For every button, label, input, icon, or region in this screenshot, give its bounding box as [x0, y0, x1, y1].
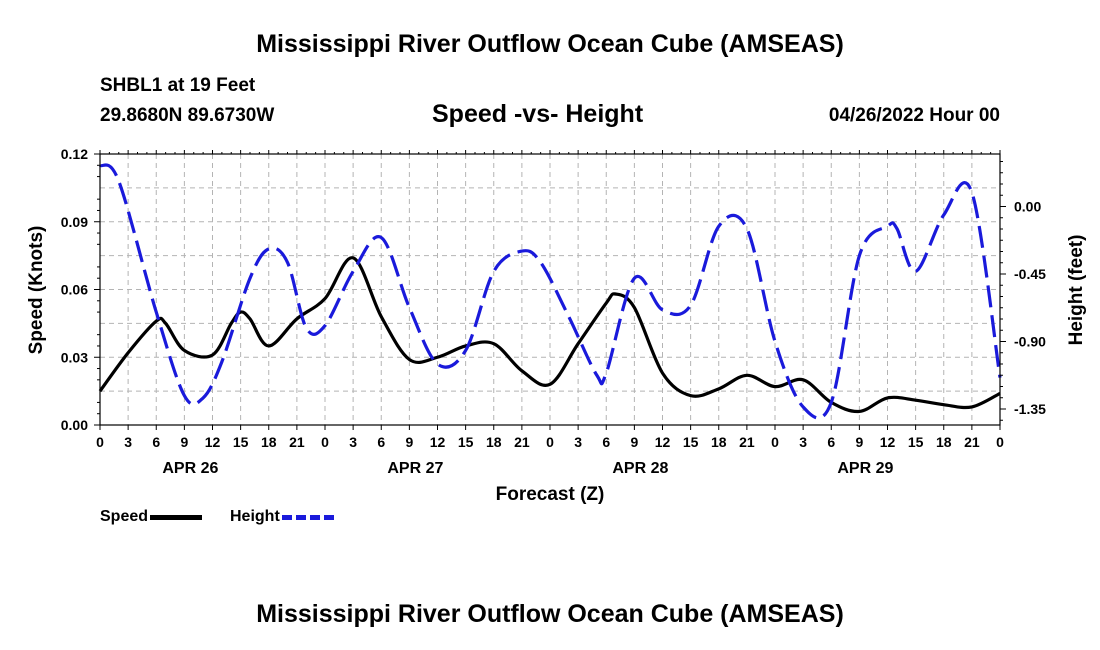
x-tick-label: 21 — [739, 434, 755, 450]
legend-speed: Speed — [100, 508, 203, 526]
footer-title: Mississippi River Outflow Ocean Cube (AM… — [256, 600, 844, 628]
y-tick-label: 0.06 — [61, 282, 88, 298]
x-tick-label: 0 — [546, 434, 554, 450]
x-tick-label: 12 — [655, 434, 671, 450]
x-tick-label: 9 — [405, 434, 413, 450]
day-label: APR 28 — [612, 460, 668, 477]
y-axis-title: Speed (Knots) — [26, 226, 47, 355]
station-coordinates: 29.8680N 89.6730W — [100, 105, 275, 126]
x-tick-label: 15 — [908, 434, 924, 450]
x-tick-label: 18 — [711, 434, 727, 450]
x-tick-label: 3 — [574, 434, 582, 450]
x-tick-label: 12 — [880, 434, 896, 450]
day-label: APR 27 — [387, 460, 443, 477]
x-tick-label: 0 — [321, 434, 329, 450]
day-label: APR 26 — [162, 460, 218, 477]
x-tick-label: 9 — [630, 434, 638, 450]
x-tick-label: 6 — [377, 434, 385, 450]
x-tick-label: 21 — [289, 434, 305, 450]
legend-height-swatch — [281, 514, 334, 520]
legend-speed-label: Speed — [100, 508, 149, 525]
x-tick-label: 3 — [799, 434, 807, 450]
y-tick-label: 0.00 — [61, 417, 88, 433]
day-label: APR 29 — [837, 460, 893, 477]
x-tick-label: 0 — [96, 434, 104, 450]
x-axis-title: Forecast (Z) — [496, 484, 605, 505]
x-tick-label: 9 — [855, 434, 863, 450]
x-tick-label: 18 — [261, 434, 277, 450]
x-tick-label: 12 — [205, 434, 221, 450]
x-tick-label: 15 — [233, 434, 249, 450]
series-line-height — [98, 163, 1002, 420]
x-tick-label: 3 — [124, 434, 132, 450]
x-tick-label: 9 — [180, 434, 188, 450]
y2-tick-label: -0.90 — [1014, 334, 1046, 350]
y2-tick-label: -1.35 — [1014, 401, 1046, 417]
x-tick-label: 12 — [430, 434, 446, 450]
x-tick-label: 21 — [514, 434, 530, 450]
x-tick-label: 3 — [349, 434, 357, 450]
y-tick-label: 0.03 — [61, 349, 88, 365]
x-tick-label: 15 — [458, 434, 474, 450]
y2-axis-title: Height (feet) — [1066, 235, 1087, 346]
x-tick-label: 18 — [936, 434, 952, 450]
legend-height: Height — [230, 508, 334, 526]
legend-speed-swatch — [150, 514, 203, 520]
station-label: SHBL1 at 19 Feet — [100, 75, 256, 96]
main-title: Mississippi River Outflow Ocean Cube (AM… — [256, 30, 844, 58]
x-tick-label: 6 — [602, 434, 610, 450]
x-tick-label: 6 — [152, 434, 160, 450]
x-tick-label: 0 — [771, 434, 779, 450]
x-tick-label: 21 — [964, 434, 980, 450]
y-tick-label: 0.09 — [61, 214, 88, 230]
x-tick-label: 6 — [827, 434, 835, 450]
x-tick-label: 0 — [996, 434, 1004, 450]
y-tick-label: 0.12 — [61, 146, 88, 162]
y2-tick-label: 0.00 — [1014, 199, 1041, 215]
forecast-timestamp: 04/26/2022 Hour 00 — [828, 105, 1000, 126]
legend-height-label: Height — [230, 508, 280, 525]
chart-subtitle: Speed -vs- Height — [432, 100, 644, 128]
y2-tick-label: -0.45 — [1014, 266, 1046, 282]
x-tick-label: 18 — [486, 434, 502, 450]
x-tick-label: 15 — [683, 434, 699, 450]
